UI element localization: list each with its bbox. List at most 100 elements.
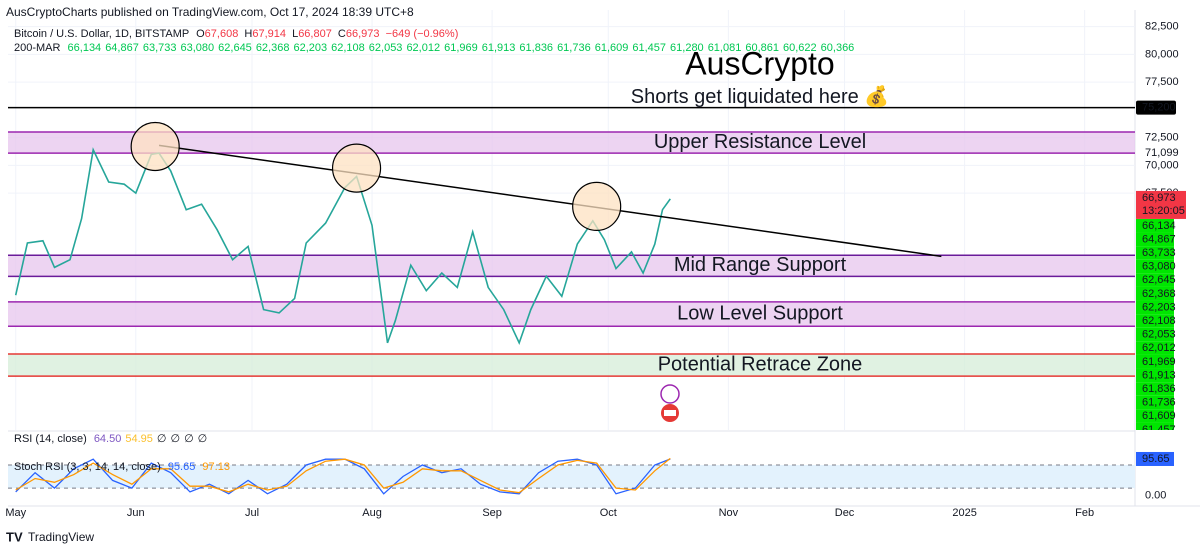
legend-stoch-line: Stoch RSI (3, 3, 14, 14, close) 95.65 97…	[14, 461, 230, 473]
ma-value: 62,012	[406, 42, 440, 54]
y-tick-label: 72,500	[1145, 132, 1179, 144]
flag-stripe	[664, 410, 676, 416]
x-tick-label: Aug	[362, 507, 382, 519]
ma-badge-label: 62,012	[1142, 342, 1176, 354]
ohlc-value: 67,608	[205, 28, 239, 40]
stoch-d-last: 97.13	[202, 461, 230, 473]
symbol: Bitcoin / U.S. Dollar, 1D, BITSTAMP	[14, 28, 189, 40]
change: −649 (−0.96%)	[386, 28, 459, 40]
ohlc-value: 67,914	[252, 28, 286, 40]
ma-badge	[1136, 286, 1174, 301]
ma-badge	[1136, 314, 1174, 328]
ma-badge	[1136, 354, 1174, 369]
ma-badge-label: 61,913	[1142, 369, 1176, 381]
ma-value: 64,867	[105, 42, 139, 54]
ma-value: 60,366	[821, 42, 855, 54]
ma-badge-label: 62,108	[1142, 315, 1176, 327]
ma-value: 62,108	[331, 42, 365, 54]
ma-value: 62,645	[218, 42, 252, 54]
ma-value: 66,134	[68, 42, 102, 54]
ohlc-value: 66,807	[298, 28, 332, 40]
ma-value: 61,280	[670, 42, 704, 54]
ma-value: 60,861	[745, 42, 779, 54]
ma-badge-label: 61,736	[1142, 397, 1176, 409]
highlight-circle	[331, 143, 382, 193]
ma-value: 61,969	[444, 42, 478, 54]
ma-value: 62,368	[256, 42, 290, 54]
stoch-line	[15, 457, 671, 494]
stoch-name: Stoch RSI (3, 3, 14, 14, close)	[14, 461, 161, 473]
zone-label: Potential Retrace Zone	[658, 353, 863, 375]
stoch-badge-label: 95.65	[1142, 453, 1170, 465]
ma-badge	[1136, 246, 1174, 260]
x-tick-label: 2025	[952, 507, 976, 519]
ma-badge	[1136, 232, 1174, 247]
ma-badge	[1136, 341, 1174, 355]
ma-value: 61,081	[708, 42, 742, 54]
ma-badge-label: 62,645	[1142, 274, 1176, 286]
ma-value: 62,053	[369, 42, 403, 54]
level-label: Shorts get liquidated here 💰	[631, 84, 889, 108]
ma-badge-label: 62,053	[1142, 329, 1176, 341]
ohlc-value: 66,973	[346, 28, 380, 40]
rsi-value: 64.50	[94, 433, 122, 445]
x-tick-label: Sep	[482, 507, 502, 519]
last-price-label: 66,973	[1142, 192, 1176, 204]
highlight-circle	[572, 181, 622, 232]
ma-badge	[1136, 300, 1174, 315]
rsi-name: RSI (14, close)	[14, 433, 87, 445]
level-badge	[1136, 100, 1176, 115]
y-tick-label: 71,099	[1145, 147, 1179, 159]
ma-badge-label: 66,134	[1142, 220, 1176, 232]
ohlc-key: L	[292, 28, 298, 40]
ma-badge-label: 61,969	[1142, 356, 1176, 368]
x-tick-label: Dec	[835, 507, 855, 519]
ma-badge	[1136, 259, 1174, 274]
y-tick-label: 80,000	[1145, 48, 1179, 60]
y-tick-label: 82,500	[1145, 21, 1179, 33]
ma-badge	[1136, 368, 1174, 383]
brand: TradingView	[28, 530, 94, 544]
ma-badge	[1136, 218, 1174, 233]
stoch-k-last: 95.65	[168, 461, 196, 473]
ohlc-key: C	[338, 28, 346, 40]
x-tick-label: Jun	[127, 507, 145, 519]
price-pane	[14, 121, 942, 346]
zone-label: Upper Resistance Level	[654, 131, 866, 153]
ma-badge	[1136, 327, 1174, 342]
level-badge-label: 75,200	[1142, 102, 1176, 114]
x-tick-label: Feb	[1075, 507, 1094, 519]
brand-logo: TV	[6, 529, 23, 544]
zone	[8, 301, 1135, 327]
trendline	[158, 144, 942, 258]
ma-badge-label: 61,457	[1142, 424, 1176, 436]
rsi-value: ∅	[198, 433, 208, 445]
zone-label: Low Level Support	[677, 302, 843, 324]
x-tick-label: Oct	[600, 507, 617, 519]
ma-value: 61,457	[632, 42, 666, 54]
publisher: AusCryptoCharts published on TradingView…	[6, 5, 414, 19]
ma-value: 62,203	[293, 42, 327, 54]
x-tick-label: Jul	[245, 507, 259, 519]
ma-badge	[1136, 395, 1174, 410]
event-icon	[660, 384, 680, 404]
countdown: 13:20:05	[1142, 205, 1185, 217]
legend-symbol-line: Bitcoin / U.S. Dollar, 1D, BITSTAMP O67,…	[14, 28, 458, 40]
ma-badge-label: 62,368	[1142, 288, 1176, 300]
chart-title: AusCrypto	[685, 45, 834, 81]
ma-value: 63,733	[143, 42, 177, 54]
x-tick-label: May	[5, 507, 26, 519]
rsi-value: ∅	[184, 433, 194, 445]
highlight-circle	[130, 121, 180, 172]
ma-value: 61,913	[482, 42, 516, 54]
ma-badge-label: 62,203	[1142, 301, 1176, 313]
legend-ma-line: 200-MAR 66,134 64,867 63,733 63,080 62,645 62…	[14, 42, 854, 54]
ohlc-key: O	[196, 28, 205, 40]
ma-badge	[1136, 382, 1174, 396]
ma-badge	[1136, 273, 1174, 287]
rsi-value: 54.95	[125, 433, 153, 445]
last-price-badge	[1136, 190, 1186, 219]
labels: May Jun Jul Aug Sep Oct Nov Dec 2025 Feb Upper Res…	[5, 45, 1186, 519]
